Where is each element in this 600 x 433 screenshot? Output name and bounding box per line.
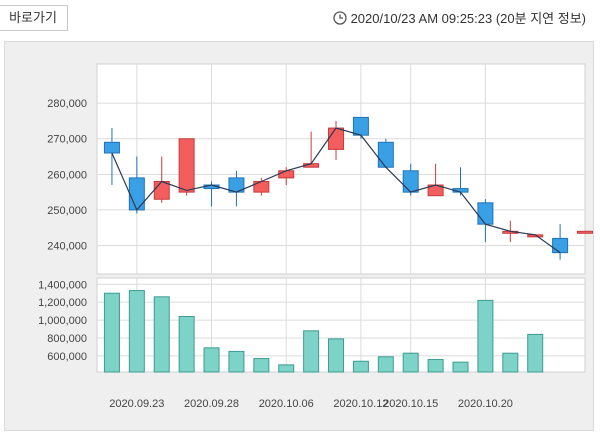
candle-body: [253, 180, 270, 193]
volume-bar: [502, 352, 519, 373]
volume-bar: [328, 338, 345, 373]
x-tick-label: 2020.10.20: [458, 398, 513, 410]
candle-body: [552, 237, 569, 254]
x-tick-label: 2020.09.28: [184, 398, 239, 410]
candle-body: [278, 170, 295, 179]
candle-body: [153, 180, 170, 200]
volume-bar: [178, 315, 195, 373]
candle-body: [128, 177, 145, 211]
price-plot-area: [96, 63, 586, 275]
volume-tick-label: 1,400,000: [38, 279, 87, 291]
volume-bar: [103, 292, 120, 373]
price-tick-label: 270,000: [47, 134, 87, 146]
price-tick-label: 280,000: [47, 98, 87, 110]
timestamp-text: 2020/10/23 AM 09:25:23 (20분 지연 정보): [350, 11, 586, 26]
volume-tick-label: 1,000,000: [38, 315, 87, 327]
volume-tick-label: 800,000: [47, 333, 87, 345]
volume-bar: [402, 352, 419, 373]
volume-tick-label: 600,000: [47, 351, 87, 363]
timestamp-info: 2020/10/23 AM 09:25:23 (20분 지연 정보): [332, 8, 586, 27]
x-tick-label: 2020.10.15: [383, 398, 438, 410]
volume-bar: [303, 330, 320, 373]
price-tick-label: 240,000: [47, 241, 87, 253]
candle-body: [103, 141, 120, 154]
volume-tick-label: 1,200,000: [38, 297, 87, 309]
volume-bar: [452, 361, 469, 373]
stock-chart: 240,000 250,000 260,000 270,000 280,000 600,0…: [38, 63, 593, 410]
candle-body: [477, 202, 494, 225]
volume-bar: [527, 333, 544, 373]
chart-panel: 240,000 250,000 260,000 270,000 280,000 600,0…: [4, 41, 594, 431]
volume-bar: [128, 290, 145, 373]
volume-bar: [228, 350, 245, 373]
candle-body: [352, 116, 369, 136]
x-tick-label: 2020.10.12: [333, 398, 388, 410]
x-tick-label: 2020.09.23: [109, 398, 164, 410]
candle-body: [577, 230, 593, 234]
candle-body: [377, 141, 394, 168]
candle-body: [178, 138, 195, 193]
goto-button[interactable]: 바로가기: [0, 5, 68, 31]
volume-bar: [203, 347, 220, 373]
price-tick-label: 250,000: [47, 205, 87, 217]
volume-bar: [153, 296, 170, 373]
candle-body: [328, 127, 345, 150]
price-tick-label: 260,000: [47, 169, 87, 181]
x-tick-label: 2020.10.06: [259, 398, 314, 410]
volume-bar: [427, 358, 444, 373]
candle-body: [402, 170, 419, 193]
volume-bar: [377, 356, 394, 373]
volume-bar: [253, 358, 270, 373]
volume-bar: [477, 299, 494, 373]
volume-bar: [278, 364, 295, 373]
volume-bar: [352, 360, 369, 373]
close-line: [111, 127, 561, 254]
clock-icon: [332, 10, 347, 25]
